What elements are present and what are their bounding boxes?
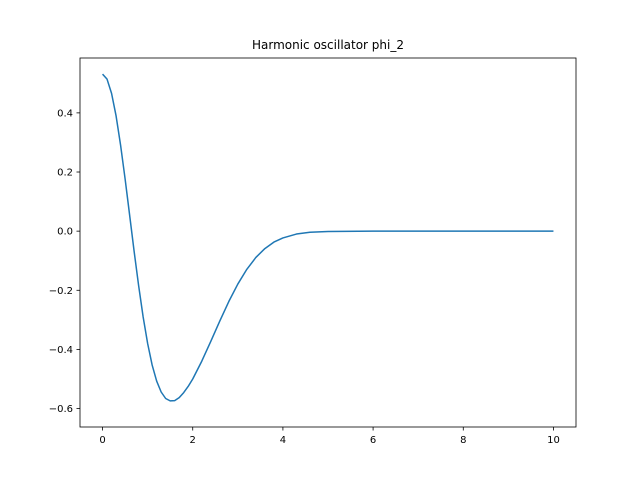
x-tick-label: 2 — [190, 435, 196, 446]
plot-frame — [79, 57, 577, 428]
x-tick-label: 6 — [370, 435, 376, 446]
x-tick-label: 8 — [460, 435, 466, 446]
x-ticks-layer: 0 2 4 6 8 10 — [99, 427, 560, 446]
x-tick-label: 10 — [547, 435, 560, 446]
plot-line-layer — [101, 73, 554, 402]
x-tick-label: 4 — [280, 435, 286, 446]
y-tick-label: 0.2 — [57, 168, 73, 179]
y-tick-label: −0.6 — [49, 404, 73, 415]
y-tick-label: −0.4 — [49, 345, 73, 356]
chart-title: Harmonic oscillator phi_2 — [252, 38, 404, 52]
x-tick-label: 0 — [99, 435, 105, 446]
y-tick-label: 0.4 — [57, 108, 73, 119]
series-line-0 — [101, 73, 554, 402]
y-tick-label: −0.2 — [49, 286, 73, 297]
y-ticks-layer: −0.6 −0.4 −0.2 0.0 0.2 0.4 — [49, 108, 80, 415]
y-tick-label: 0.0 — [57, 227, 73, 238]
